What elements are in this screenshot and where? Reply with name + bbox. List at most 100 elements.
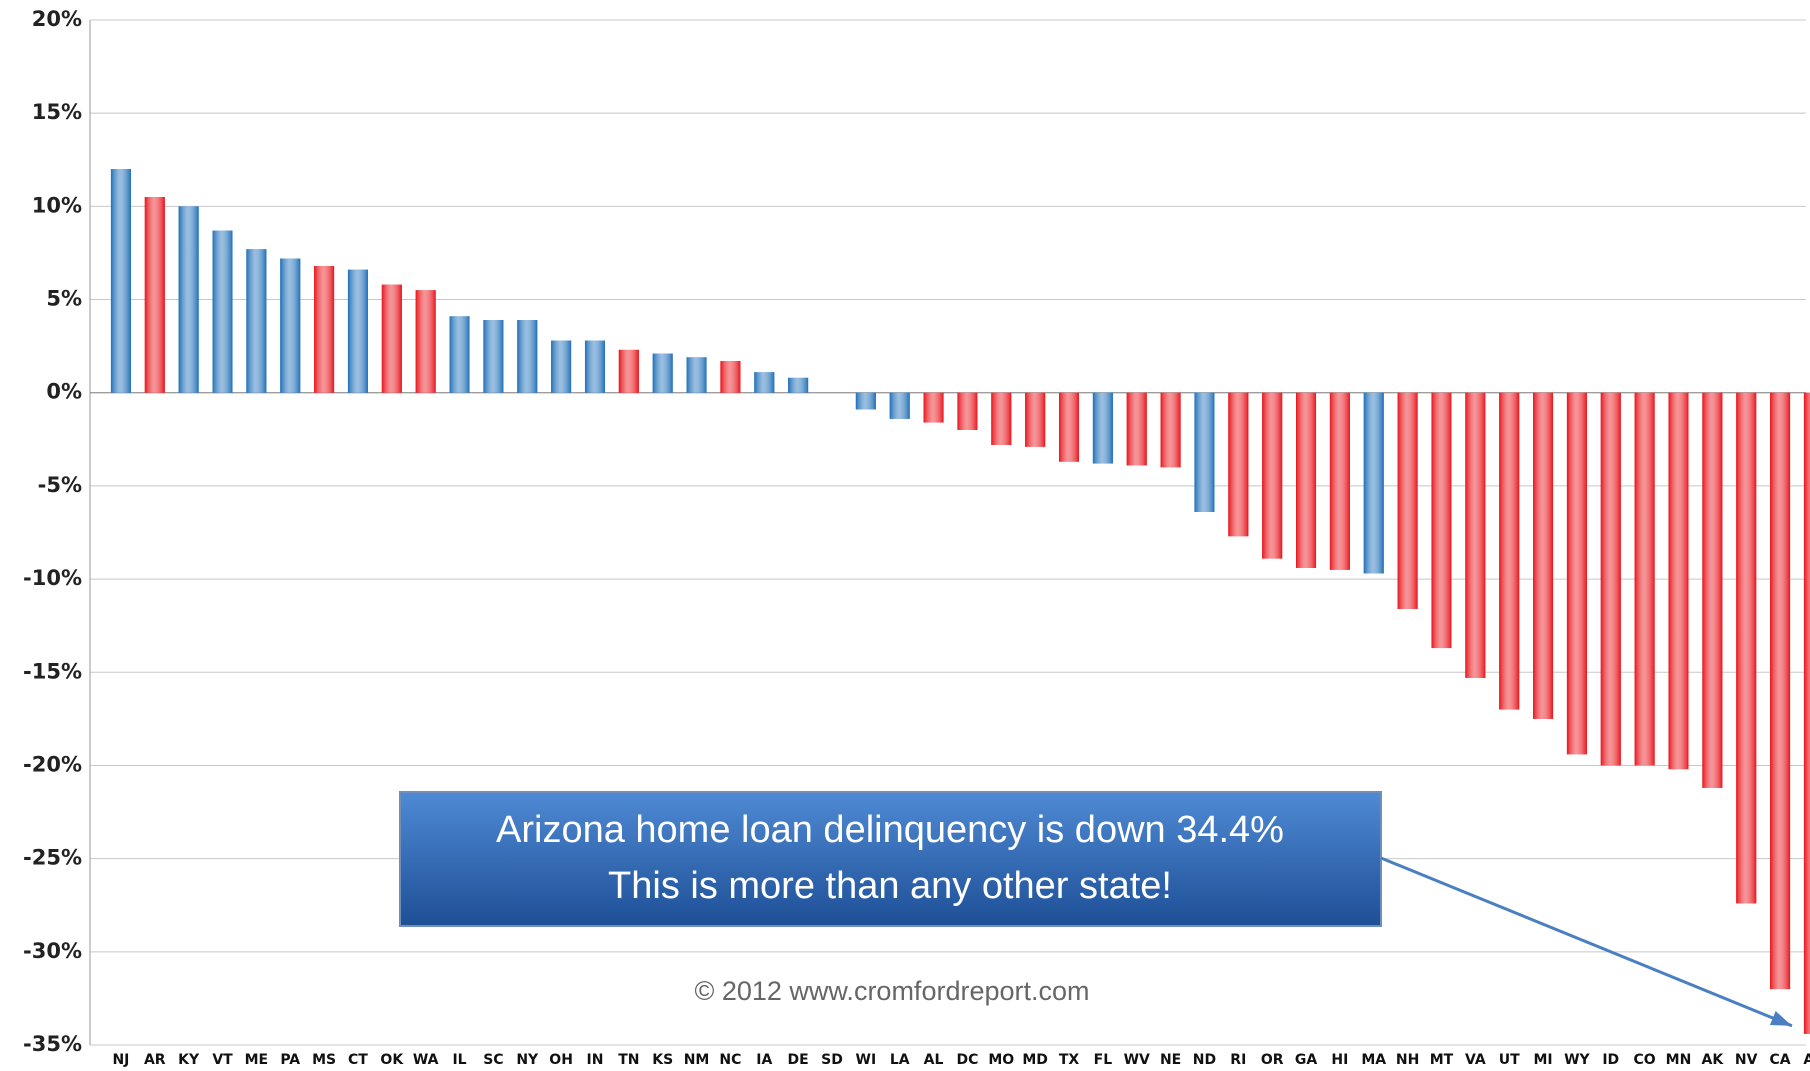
bar-group <box>1092 392 1113 464</box>
x-tick-label: NV <box>1735 1052 1758 1068</box>
y-tick-label: -20% <box>23 752 82 776</box>
bar-shine <box>144 197 165 393</box>
bar-group <box>1702 392 1723 788</box>
x-tick-label: KS <box>652 1052 673 1068</box>
bar-shine <box>381 284 402 393</box>
annotation-text: Arizona home loan delinquency is down 34… <box>496 809 1284 851</box>
bar-shine <box>720 361 741 393</box>
x-tick-label: MA <box>1361 1052 1386 1068</box>
bar-shine <box>1194 392 1215 512</box>
bar-group <box>720 361 741 393</box>
y-tick-label: -10% <box>23 566 82 590</box>
bar-group <box>280 258 301 393</box>
bar-group <box>991 392 1012 445</box>
x-tick-label: WY <box>1564 1052 1590 1068</box>
bar-shine <box>1329 392 1350 570</box>
y-tick-label: 10% <box>32 193 82 217</box>
y-tick-label: 5% <box>46 287 82 311</box>
bar-shine <box>483 320 504 393</box>
x-tick-label: ND <box>1193 1052 1216 1068</box>
bar-group <box>1160 392 1181 468</box>
annotation-text: This is more than any other state! <box>608 865 1172 907</box>
x-tick-label: KY <box>178 1052 200 1068</box>
bar-shine <box>415 290 436 393</box>
y-tick-label: -30% <box>23 939 82 963</box>
bar-group <box>246 249 267 393</box>
bar-shine <box>1363 392 1384 574</box>
bar-shine <box>517 320 538 393</box>
x-tick-label: RI <box>1230 1052 1246 1068</box>
bar-group <box>212 230 233 393</box>
bar-shine <box>280 258 301 393</box>
bar-group <box>1296 392 1317 568</box>
bar-group <box>178 206 199 393</box>
bar-shine <box>551 340 572 393</box>
y-tick-label: -5% <box>38 473 82 497</box>
bar-shine <box>1668 392 1689 770</box>
bar-group <box>381 284 402 393</box>
bar-group <box>1126 392 1147 466</box>
bar-group <box>584 340 605 393</box>
x-tick-label: MN <box>1666 1052 1692 1068</box>
bar-shine <box>1634 392 1655 766</box>
bar-group <box>889 392 910 419</box>
bar-group <box>1397 392 1418 609</box>
bar-group <box>618 349 639 393</box>
bar-group <box>957 392 978 430</box>
bar-group <box>1600 392 1621 766</box>
bar-shine <box>991 392 1012 445</box>
bar-shine <box>347 269 368 393</box>
bar-shine <box>1397 392 1418 609</box>
bar-shine <box>1566 392 1587 755</box>
bar-group <box>686 357 707 393</box>
y-tick-label: -35% <box>23 1032 82 1056</box>
y-tick-label: -25% <box>23 846 82 870</box>
bar-shine <box>584 340 605 393</box>
bar-group <box>1059 392 1080 462</box>
bar-shine <box>1465 392 1486 678</box>
bar-group <box>1566 392 1587 755</box>
bar-group <box>1770 392 1791 990</box>
bar-group <box>483 320 504 393</box>
bar-shine <box>110 169 131 393</box>
x-tick-label: SD <box>821 1052 843 1068</box>
bar-group <box>923 392 944 423</box>
y-tick-label: 15% <box>32 100 82 124</box>
bar-shine <box>1160 392 1181 468</box>
bar-group <box>1736 392 1757 904</box>
x-tick-label: MS <box>312 1052 336 1068</box>
x-tick-label: NH <box>1396 1052 1419 1068</box>
x-tick-label: PA <box>280 1052 300 1068</box>
bar-shine <box>923 392 944 423</box>
bar-shine <box>1702 392 1723 788</box>
bar-shine <box>1803 392 1810 1034</box>
x-tick-label: OK <box>380 1052 404 1068</box>
bar-group <box>1668 392 1689 770</box>
x-tick-label: ID <box>1602 1052 1619 1068</box>
x-tick-label: CA <box>1770 1052 1791 1068</box>
x-tick-label: AK <box>1702 1052 1725 1068</box>
x-tick-label: IN <box>587 1052 604 1068</box>
x-tick-label: NE <box>1160 1052 1181 1068</box>
bar-group <box>415 290 436 393</box>
x-tick-label: MD <box>1022 1052 1048 1068</box>
y-tick-label: 0% <box>46 380 82 404</box>
bar-group <box>652 353 673 393</box>
bar-group <box>1025 392 1046 447</box>
bar-group <box>1262 392 1283 559</box>
bar-shine <box>957 392 978 430</box>
x-tick-label: VT <box>212 1052 233 1068</box>
x-tick-label: DE <box>788 1052 809 1068</box>
bar-group <box>1465 392 1486 678</box>
x-tick-label: VA <box>1465 1052 1486 1068</box>
arrow-head <box>1769 1011 1792 1026</box>
x-tick-label: WV <box>1124 1052 1150 1068</box>
bar-shine <box>1025 392 1046 447</box>
bar-shine <box>686 357 707 393</box>
bar-shine <box>1059 392 1080 462</box>
x-tick-label: MT <box>1430 1052 1454 1068</box>
bar-shine <box>754 372 775 393</box>
bar-group <box>1431 392 1452 649</box>
bar-group <box>855 392 876 410</box>
